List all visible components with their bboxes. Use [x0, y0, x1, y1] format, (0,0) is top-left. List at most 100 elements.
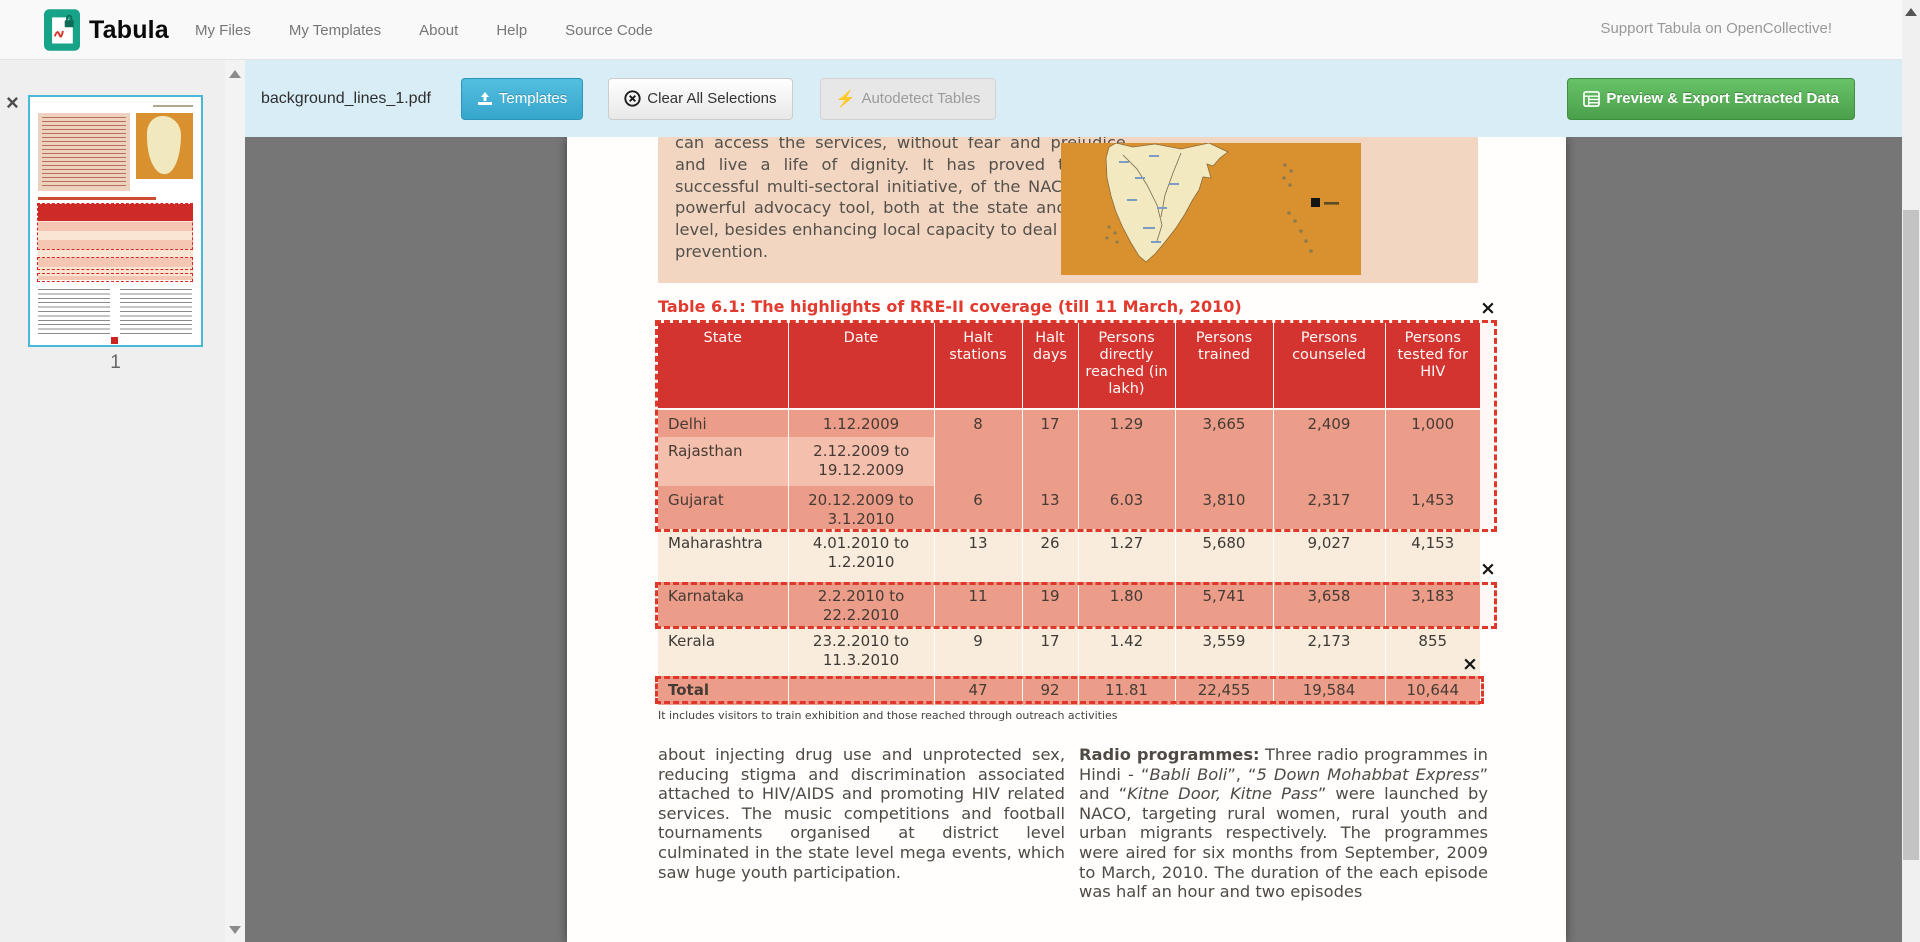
page-number: 1	[110, 352, 121, 373]
thumb-map	[136, 113, 193, 179]
col-persons-trained: Persons trained	[1175, 323, 1274, 409]
cell-persons-trained: 5,741	[1175, 582, 1274, 627]
cell-date	[788, 676, 935, 705]
cell-persons-reached: 1.42	[1078, 627, 1176, 676]
toolbar: background_lines_1.pdf Templates Clear A…	[245, 60, 1902, 137]
table-selection-1[interactable]	[655, 320, 1497, 532]
cell-date: 23.2.2010 to 11.3.2010	[788, 627, 935, 676]
cell-halt-stations: 6	[934, 486, 1023, 529]
table-row: Gujarat 20.12.2009 to 3.1.2010 6 13 6.03…	[658, 486, 1480, 529]
preview-export-button[interactable]: Preview & Export Extracted Data	[1567, 77, 1855, 120]
brand[interactable]: Tabula	[44, 9, 169, 51]
cell-persons-reached: 1.29	[1078, 409, 1176, 486]
cell-persons-counseled: 3,658	[1273, 582, 1386, 627]
cell-date: 1.12.2009	[788, 409, 935, 437]
table-selection-2[interactable]	[655, 582, 1497, 629]
cell-persons-counseled: 2,173	[1273, 627, 1386, 676]
pdf-filename: background_lines_1.pdf	[261, 89, 431, 107]
support-opencollective-link[interactable]: Support Tabula on OpenCollective!	[1600, 20, 1832, 37]
scroll-up-icon[interactable]	[229, 70, 241, 78]
cell-state: Delhi	[658, 409, 789, 437]
remove-page-icon[interactable]: ×	[6, 90, 19, 115]
cell-persons-reached: 6.03	[1078, 486, 1176, 529]
thumb-selection	[37, 203, 193, 250]
thumb-page-badge	[111, 337, 118, 344]
thumb-intro-box	[38, 113, 130, 191]
cell-halt-days: 17	[1022, 627, 1079, 676]
cell-persons-tested: 1,453	[1411, 491, 1455, 509]
scroll-up-icon[interactable]	[1905, 8, 1917, 16]
selection-close-icon[interactable]: ×	[1462, 653, 1478, 675]
table-total-row: Total 47 92 11.81 22,455 19,584 10,644	[658, 676, 1480, 705]
thumb-text-column	[120, 289, 192, 335]
col-halt-stations: Halt stations	[934, 323, 1023, 409]
cell-persons-trained: 3,559	[1175, 627, 1274, 676]
table-row: Rajasthan 2.12.2009 to 19.12.2009	[658, 437, 1480, 486]
table-selection-3[interactable]	[655, 676, 1484, 704]
cell-state: Maharashtra	[658, 529, 789, 582]
nav-my-files[interactable]: My Files	[195, 21, 251, 39]
scroll-down-icon[interactable]	[229, 926, 241, 934]
templates-button[interactable]: Templates	[460, 77, 584, 120]
cell-halt-days: 26	[1022, 529, 1079, 582]
cell-date: 20.12.2009 to 3.1.2010	[788, 486, 935, 529]
selection-close-icon[interactable]: ×	[1480, 297, 1496, 319]
table-header-row: State Date Halt stations Halt days Perso…	[658, 323, 1480, 409]
window-scrollbar[interactable]	[1902, 0, 1920, 942]
nav-help[interactable]: Help	[496, 21, 528, 39]
pdf-page[interactable]: can access the services, without fear an…	[567, 137, 1566, 942]
tabula-logo-icon	[44, 9, 80, 51]
col-persons-reached: Persons directly reached (in lakh)	[1078, 323, 1176, 409]
cell-persons-counseled: 19,584	[1273, 676, 1386, 705]
nav-about[interactable]: About	[419, 21, 459, 39]
sidebar-scrollbar[interactable]	[225, 60, 245, 942]
cell-date: 4.01.2010 to 1.2.2010	[788, 529, 935, 582]
cell-persons-counseled: 9,027	[1273, 529, 1386, 582]
brand-title[interactable]: Tabula	[89, 15, 169, 44]
cell-state: Rajasthan	[658, 437, 789, 486]
cell-persons-reached: 1.80	[1078, 582, 1176, 627]
clear-selections-button[interactable]: Clear All Selections	[608, 77, 793, 120]
cell-persons-tested: 855	[1418, 632, 1448, 650]
table-row: Delhi 1.12.2009 8 17 1.29 3,665 2,409 1,…	[658, 409, 1480, 486]
thumb-selection	[37, 257, 193, 270]
thumb-table	[37, 203, 193, 282]
nav-my-templates[interactable]: My Templates	[288, 21, 382, 39]
cell-state: Total	[658, 676, 789, 705]
clear-selections-label: Clear All Selections	[647, 90, 777, 107]
table-row: Maharashtra 4.01.2010 to 1.2.2010 13 26 …	[658, 529, 1480, 582]
col-persons-tested: Persons tested for HIV	[1397, 330, 1469, 380]
thumbnail-sidebar: × 1	[0, 60, 245, 942]
india-map-image	[1061, 143, 1361, 275]
thumb-selection	[37, 273, 193, 282]
cell-halt-stations: 8	[934, 409, 1023, 486]
col-halt-days: Halt days	[1022, 323, 1079, 409]
page-thumbnail[interactable]	[28, 95, 203, 347]
col-date: Date	[788, 323, 935, 409]
cell-date: 2.2.2010 to 22.2.2010	[788, 582, 935, 627]
table-caption: Table 6.1: The highlights of RRE-II cove…	[658, 297, 1242, 316]
nav-source-code[interactable]: Source Code	[565, 21, 653, 39]
body-right-column: Radio programmes: Three radio programmes…	[1079, 745, 1488, 902]
cell-persons-trained: 3,665	[1175, 409, 1274, 486]
intro-paragraph: can access the services, without fear an…	[675, 137, 1131, 261]
data-table: State Date Halt stations Halt days Perso…	[658, 323, 1480, 705]
cell-halt-stations: 13	[934, 529, 1023, 582]
circle-x-icon	[624, 90, 641, 107]
cell-halt-stations: 9	[934, 627, 1023, 676]
table-row: Karnataka 2.2.2010 to 22.2.2010 11 19 1.…	[658, 582, 1480, 627]
cell-state: Karnataka	[658, 582, 789, 627]
col-state: State	[658, 323, 789, 409]
cell-persons-tested: 4,153	[1411, 534, 1455, 552]
pdf-workspace[interactable]: can access the services, without fear an…	[245, 137, 1902, 942]
cell-state: Gujarat	[658, 486, 789, 529]
thumb-table-header	[38, 204, 193, 221]
cell-state: Kerala	[658, 627, 789, 676]
cell-persons-trained: 5,680	[1175, 529, 1274, 582]
cell-halt-stations: 11	[934, 582, 1023, 627]
selection-close-icon[interactable]: ×	[1480, 558, 1496, 580]
scrollbar-thumb[interactable]	[1903, 210, 1919, 860]
autodetect-tables-button[interactable]: ⚡ Autodetect Tables	[819, 77, 997, 120]
body-left-column: about injecting drug use and unprotected…	[658, 745, 1065, 882]
thumb-header-line	[153, 105, 193, 107]
